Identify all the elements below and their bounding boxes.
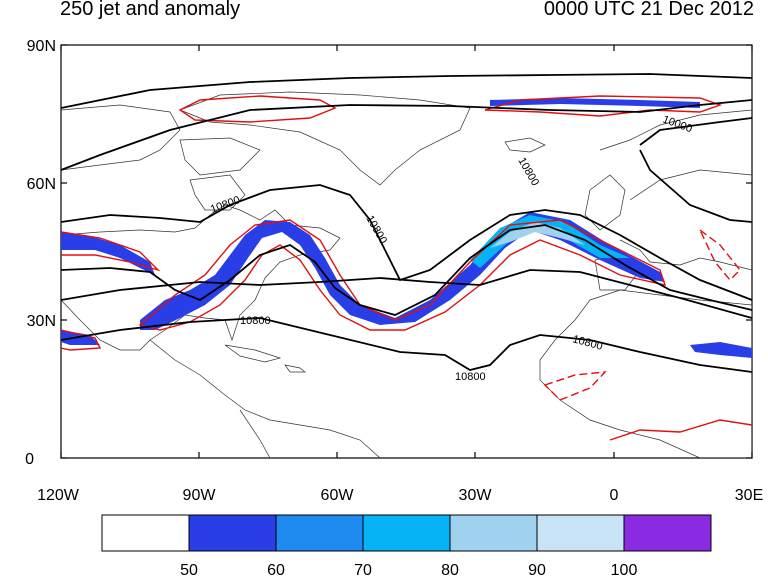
colorbar-label: 100 <box>611 562 638 577</box>
colorbar-swatch <box>623 514 712 552</box>
colorbar-swatch <box>275 514 364 552</box>
colorbar-label: 50 <box>180 562 198 577</box>
jet-shading <box>61 98 752 358</box>
x-tick-label: 0 <box>610 487 619 504</box>
colorbar-label: 90 <box>528 562 546 577</box>
colorbar-swatch <box>449 514 538 552</box>
x-tick-label: 90W <box>183 487 217 504</box>
anomaly-contours <box>61 95 752 441</box>
map-title: 250 jet and anomaly <box>60 0 241 20</box>
contour-label: 10800 <box>240 315 271 327</box>
colorbar-swatch <box>101 514 190 552</box>
x-tick-label: 120W <box>37 487 80 504</box>
y-tick-label: 60N <box>27 176 56 193</box>
colorbar <box>101 514 712 552</box>
x-tick-label: 60W <box>321 487 355 504</box>
colorbar-swatch <box>362 514 451 552</box>
colorbar-swatch <box>188 514 277 552</box>
x-axis <box>60 45 753 458</box>
y-tick-label: 30N <box>27 313 56 330</box>
plot-frame <box>60 44 753 459</box>
colorbar-label: 80 <box>441 562 459 577</box>
x-tick-label: 30W <box>459 487 493 504</box>
x-tick-label: 30E <box>735 487 763 504</box>
colorbar-swatch <box>536 514 625 552</box>
y-tick-label: 90N <box>27 38 56 55</box>
height-contours <box>61 73 752 373</box>
map-timestamp: 0000 UTC 21 Dec 2012 <box>543 0 754 20</box>
contour-label: 10800 <box>455 371 486 383</box>
y-axis <box>61 44 752 459</box>
colorbar-label: 60 <box>267 562 285 577</box>
colorbar-label: 70 <box>354 562 372 577</box>
y-tick-label: 0 <box>25 451 34 468</box>
